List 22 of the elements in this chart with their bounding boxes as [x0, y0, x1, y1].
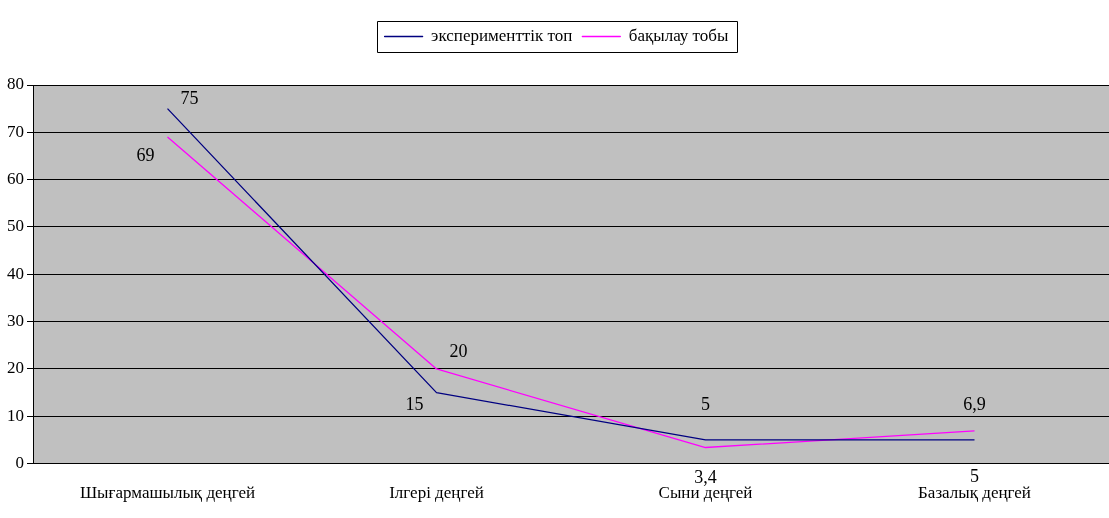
data-label: 20 — [449, 340, 468, 361]
y-tick-label: 50 — [7, 216, 24, 236]
y-tick-label: 60 — [7, 169, 24, 189]
y-tick-label: 40 — [7, 263, 24, 283]
data-label: 69 — [136, 145, 155, 166]
x-tick-label: Ілгері деңгей — [389, 483, 484, 503]
data-label: 6,9 — [963, 393, 986, 414]
data-label: 5 — [701, 393, 710, 414]
y-tick-label: 0 — [15, 453, 24, 473]
y-tick-label: 80 — [7, 74, 24, 94]
data-label: 75 — [180, 87, 199, 108]
x-tick-label: Шығармашылық деңгей — [79, 483, 256, 503]
legend-label: эксперименттік топ — [431, 25, 573, 45]
y-tick-label: 70 — [7, 121, 24, 141]
y-tick-label: 10 — [7, 405, 24, 425]
y-tick-label: 20 — [7, 358, 24, 378]
legend-label: бақылау тобы — [628, 25, 729, 45]
x-tick-label: Базалық деңгей — [918, 483, 1031, 503]
y-tick-label: 30 — [7, 311, 24, 331]
data-label: 15 — [405, 393, 424, 414]
data-label: 5 — [970, 465, 979, 486]
data-label: 3,4 — [694, 466, 717, 487]
